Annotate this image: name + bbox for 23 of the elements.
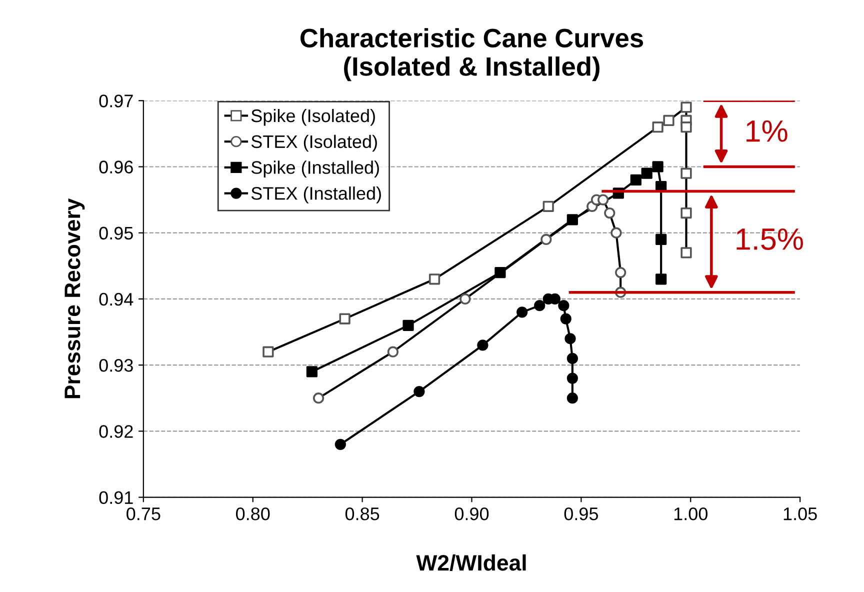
y-tick-label: 0.94 xyxy=(99,292,134,306)
legend-label: STEX (Installed) xyxy=(251,186,381,204)
annotation: 1% xyxy=(746,120,788,142)
x-tick-label: 0.80 xyxy=(236,507,270,520)
y-tick-label: 0.96 xyxy=(99,160,133,174)
legend-label: STEX (Isolated) xyxy=(251,134,377,152)
y-tick-label: 0.93 xyxy=(99,359,133,372)
y-tick-label: 0.92 xyxy=(99,425,133,438)
x-axis-title: W2/WIdeal xyxy=(416,554,526,571)
x-tick-label: 1.00 xyxy=(674,507,708,520)
x-tick-label: 0.95 xyxy=(564,507,598,520)
y-tick-label: 0.97 xyxy=(99,94,133,108)
y-tick-label: 0.91 xyxy=(99,491,133,504)
y-tick-label: 0.95 xyxy=(99,226,133,240)
x-tick-label: 0.75 xyxy=(126,507,160,520)
x-tick-label: 0.85 xyxy=(345,507,380,520)
annotation: 1.5% xyxy=(736,228,803,250)
legend-label: Spike (Isolated) xyxy=(251,108,375,126)
chart-title: Characteristic Cane Curves (Isolated & Installed) xyxy=(300,28,644,82)
x-tick-label: 1.05 xyxy=(784,507,817,520)
y-axis-title: Pressure Recovery xyxy=(64,198,85,398)
legend-label: Spike (Installed) xyxy=(251,160,379,178)
x-tick-label: 0.90 xyxy=(454,507,489,520)
